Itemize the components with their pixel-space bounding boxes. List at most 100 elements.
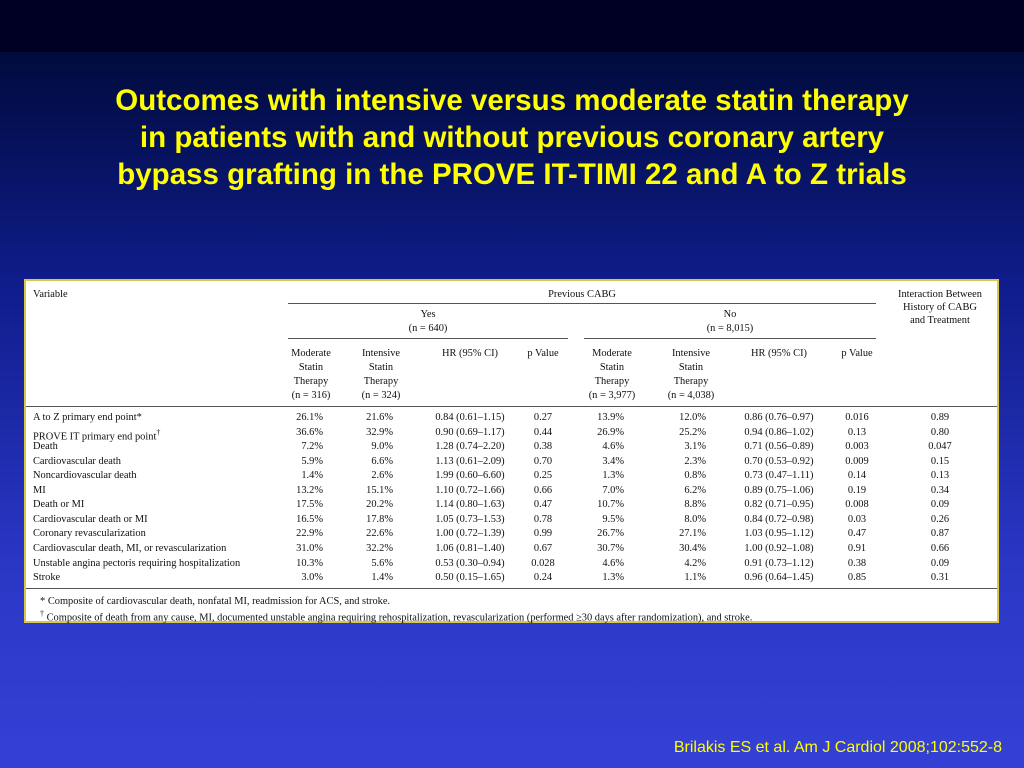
row-variable: Noncardiovascular death (33, 470, 137, 482)
row-variable: MI (33, 485, 46, 497)
table-cell-interaction: 0.26 (930, 513, 950, 525)
interaction-header-line: History of CABG (903, 302, 977, 313)
row-variable: Death (33, 441, 58, 453)
interaction-header-line: and Treatment (910, 315, 970, 326)
table-cell-yes-p: 0.99 (533, 528, 553, 540)
row-variable: Cardiovascular death or MI (33, 514, 148, 526)
title-line: bypass grafting in the PROVE IT-TIMI 22 … (117, 158, 907, 191)
top-band (0, 0, 1024, 52)
table-cell-no-p: 0.009 (845, 455, 869, 467)
yes-intensive-header: Statin (368, 362, 394, 373)
no-group-rule (584, 338, 876, 339)
no-moderate-n: (n = 3,977) (588, 390, 636, 401)
table-cell-no-hr: 0.70 (0.53–0.92) (744, 455, 814, 467)
table-cell-interaction: 0.09 (930, 499, 950, 511)
table-cell-no-mod: 4.6% (602, 441, 624, 453)
table-cell-no-int: 27.1% (679, 528, 706, 540)
row-variable-label: MI (33, 484, 46, 496)
row-variable: Death or MI (33, 499, 84, 511)
yes-group-n: (n = 640) (408, 323, 448, 334)
table-cell-no-int: 12.0% (679, 412, 706, 423)
table-cell-interaction: 0.047 (928, 441, 952, 453)
table-cell-yes-hr: 1.00 (0.72–1.39) (435, 528, 505, 540)
row-variable-label: Stroke (33, 572, 61, 584)
row-variable: PROVE IT primary end point† (33, 427, 160, 443)
table-cell-no-int: 25.2% (679, 426, 706, 438)
row-variable: Cardiovascular death (33, 456, 121, 468)
no-group-label: No (723, 309, 737, 320)
table-cell-no-p: 0.47 (847, 528, 867, 540)
footnote-mark: † (40, 609, 44, 618)
table-cell-yes-int: 32.2% (366, 542, 393, 554)
yes-moderate-header: Therapy (293, 376, 329, 387)
variable-header: Variable (33, 289, 68, 300)
yes-intensive-header: Therapy (363, 376, 399, 387)
title-line: Outcomes with intensive versus moderate … (115, 84, 909, 117)
table-cell-yes-hr: 0.90 (0.69–1.17) (435, 426, 505, 438)
footnote-mark: † (156, 427, 161, 437)
yes-p-header: p Value (527, 348, 559, 359)
table-cell-yes-int: 17.8% (366, 513, 393, 525)
no-intensive-header: Intensive (671, 348, 711, 359)
previous-cabg-header: Previous CABG (548, 289, 616, 300)
table-cell-no-mod: 4.6% (602, 557, 624, 569)
table-cell-no-int: 8.0% (684, 513, 706, 525)
table-cell-yes-hr: 0.50 (0.15–1.65) (435, 572, 505, 584)
table-cell-yes-p: 0.47 (533, 499, 553, 511)
table-cell-yes-hr: 1.28 (0.74–2.20) (435, 441, 505, 453)
table-cell-no-mod: 10.7% (597, 499, 624, 511)
table-cell-no-mod: 9.5% (602, 513, 624, 525)
table-cell-no-mod: 7.0% (602, 484, 624, 496)
table-cell-yes-hr: 1.06 (0.81–1.40) (435, 542, 505, 554)
table-cell-interaction: 0.89 (930, 412, 950, 423)
yes-moderate-n: (n = 316) (291, 390, 331, 401)
table-cell-no-p: 0.19 (847, 484, 867, 496)
table-cell-interaction: 0.34 (930, 484, 950, 496)
table-cell-no-p: 0.13 (847, 426, 867, 438)
table-cell-yes-hr: 1.14 (0.80–1.63) (435, 499, 505, 511)
interaction-header-line: Interaction Between (898, 289, 982, 300)
table-cell-no-hr: 1.00 (0.92–1.08) (744, 542, 814, 554)
table-cell-yes-p: 0.24 (533, 572, 553, 584)
table-cell-no-p: 0.14 (847, 470, 867, 482)
table-cell-no-int: 4.2% (684, 557, 706, 569)
no-moderate-header: Moderate (592, 348, 632, 359)
yes-intensive-n: (n = 324) (361, 390, 401, 401)
table-cell-no-mod: 26.7% (597, 528, 624, 540)
table-cell-no-int: 0.8% (684, 470, 706, 482)
table-cell-yes-p: 0.27 (533, 412, 553, 423)
row-variable-label: PROVE IT primary end point (33, 431, 157, 443)
table-cell-no-p: 0.38 (847, 557, 867, 569)
body-bottom-rule (26, 588, 997, 589)
table-cell-yes-mod: 16.5% (296, 513, 323, 525)
yes-hr-header: HR (95% CI) (442, 348, 498, 359)
footnote-text: Composite of death from any cause, MI, d… (46, 612, 753, 624)
table-cell-interaction: 0.66 (930, 542, 950, 554)
no-intensive-header: Statin (678, 362, 704, 373)
row-variable-label: Death (33, 441, 58, 453)
table-cell-yes-p: 0.25 (533, 470, 553, 482)
table-cell-yes-int: 2.6% (371, 470, 393, 482)
yes-moderate-header: Moderate (291, 348, 331, 359)
table-cell-yes-int: 5.6% (371, 557, 393, 569)
table-cell-no-hr: 0.84 (0.72–0.98) (744, 513, 814, 525)
table-cell-yes-p: 0.66 (533, 484, 553, 496)
table-cell-no-p: 0.85 (847, 572, 867, 584)
table-cell-no-hr: 0.94 (0.86–1.02) (744, 426, 814, 438)
footnote-text: Composite of cardiovascular death, nonfa… (47, 596, 391, 607)
footnote: * Composite of cardiovascular death, non… (40, 596, 390, 608)
table-cell-yes-int: 15.1% (366, 484, 393, 496)
table-cell-yes-mod: 7.2% (301, 441, 323, 453)
table-cell-yes-mod: 3.0% (301, 572, 323, 584)
row-variable-label: Unstable angina pectoris requiring hospi… (33, 557, 241, 569)
row-variable-label: Cardiovascular death or MI (33, 513, 148, 525)
table-cell-yes-mod: 10.3% (296, 557, 323, 569)
row-variable-label: Coronary revascularization (33, 528, 146, 540)
table-cell-yes-p: 0.028 (531, 557, 555, 569)
table-cell-yes-hr: 1.10 (0.72–1.66) (435, 484, 505, 496)
table-cell-no-hr: 1.03 (0.95–1.12) (744, 528, 814, 540)
table-cell-no-p: 0.008 (845, 499, 869, 511)
outcomes-table: Variable Previous CABG Interaction Betwe… (24, 279, 999, 623)
row-variable-label: Death or MI (33, 499, 85, 511)
table-cell-yes-mod: 22.9% (296, 528, 323, 540)
